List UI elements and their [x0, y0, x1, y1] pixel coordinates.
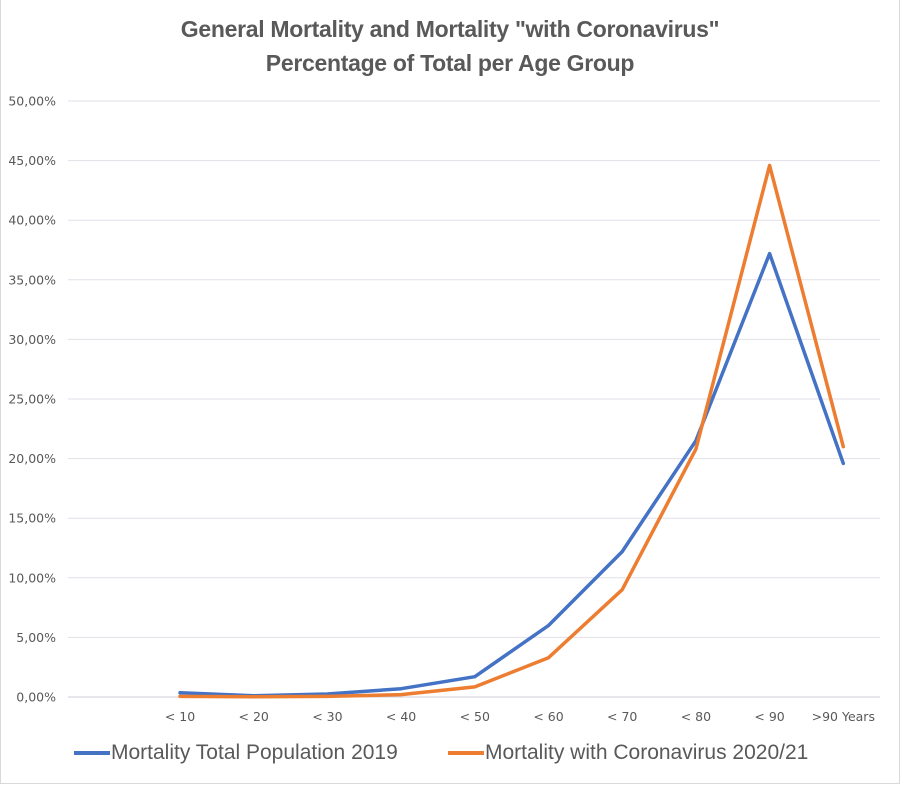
legend-label-coronavirus: Mortality with Coronavirus 2020/21: [485, 741, 809, 764]
y-tick-label: 0,00%: [16, 690, 56, 705]
data-point: [694, 447, 698, 451]
data-point: [252, 695, 256, 699]
series-line-1[interactable]: [178, 163, 846, 699]
data-point: [768, 252, 772, 256]
legend-swatch-coronavirus: [448, 751, 484, 755]
legend: Mortality Total Population 2019 Mortalit…: [0, 741, 900, 771]
data-point: [399, 693, 403, 697]
y-tick-label: 25,00%: [8, 392, 56, 407]
x-tick-label: < 40: [386, 709, 416, 724]
y-axis-ticks: 0,00% 5,00% 10,00% 15,00% 20,00% 25,00% 30,00%…: [8, 94, 56, 705]
y-tick-label: 30,00%: [8, 332, 56, 347]
x-tick-label: < 90: [754, 709, 784, 724]
x-tick-label: < 50: [460, 709, 490, 724]
data-point: [547, 623, 550, 627]
data-point: [399, 687, 403, 691]
x-tick-label: < 80: [681, 709, 711, 724]
data-point: [620, 588, 624, 592]
y-tick-label: 10,00%: [8, 570, 56, 585]
data-point: [547, 656, 550, 660]
data-point: [178, 694, 182, 698]
x-axis-ticks: < 10 < 20 < 30 < 40 < 50 < 60 < 70 < 80 < 90 >90 …: [165, 709, 875, 724]
x-tick-label: < 20: [239, 709, 269, 724]
x-tick-label: < 60: [533, 709, 563, 724]
legend-item-2019[interactable]: Mortality Total Population 2019: [74, 741, 398, 765]
data-point: [178, 691, 182, 695]
x-tick-label: < 10: [165, 709, 195, 724]
data-point: [620, 550, 624, 554]
x-tick-label: >90 Years: [812, 709, 875, 724]
y-tick-label: 50,00%: [8, 94, 56, 109]
data-point: [768, 163, 772, 167]
chart-title: General Mortality and Mortality "with Co…: [180, 16, 720, 42]
gridlines: [68, 100, 880, 698]
legend-swatch-2019: [74, 751, 110, 755]
x-tick-label: < 30: [312, 709, 342, 724]
data-point: [841, 445, 845, 449]
y-tick-label: 35,00%: [8, 272, 56, 287]
x-tick-label: < 70: [607, 709, 637, 724]
y-tick-label: 20,00%: [8, 451, 56, 466]
legend-item-coronavirus[interactable]: Mortality with Coronavirus 2020/21: [448, 741, 808, 765]
y-tick-label: 45,00%: [8, 153, 56, 168]
data-point: [325, 694, 329, 698]
chart-subtitle: Percentage of Total per Age Group: [265, 50, 635, 76]
data-point: [473, 675, 477, 679]
data-point: [473, 685, 477, 689]
y-tick-label: 5,00%: [16, 630, 56, 645]
data-point: [841, 461, 845, 465]
series-lines: [178, 163, 846, 699]
series-line-0[interactable]: [178, 251, 846, 698]
legend-label-2019: Mortality Total Population 2019: [111, 741, 398, 764]
y-tick-label: 15,00%: [8, 511, 56, 526]
y-tick-label: 40,00%: [8, 213, 56, 228]
